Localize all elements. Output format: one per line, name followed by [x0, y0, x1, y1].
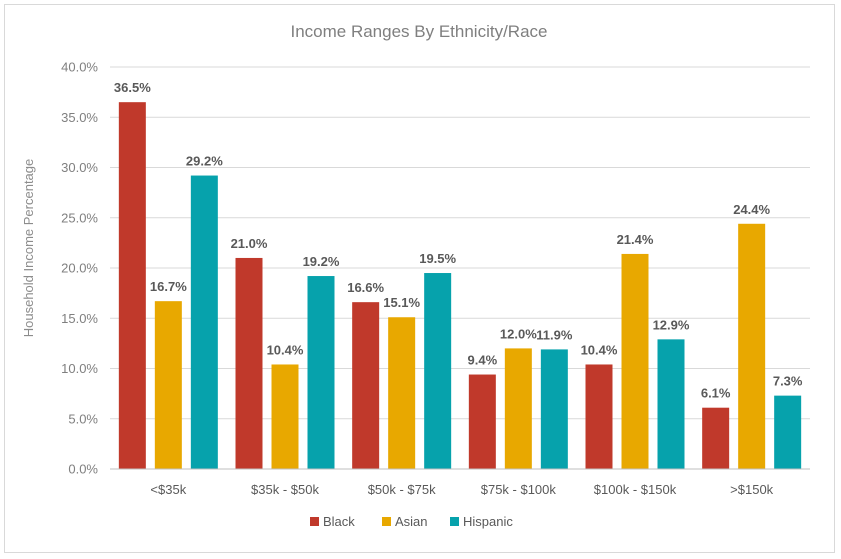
data-label: 21.0%	[231, 236, 268, 251]
data-label: 6.1%	[701, 386, 731, 401]
bar-hispanic-3	[540, 349, 568, 469]
data-label: 19.5%	[419, 251, 456, 266]
data-label: 7.3%	[773, 374, 803, 389]
bar-asian-1	[271, 364, 299, 469]
bar-asian-0	[154, 301, 182, 469]
y-tick-label: 15.0%	[61, 311, 98, 326]
data-label: 24.4%	[733, 202, 770, 217]
x-tick-label: $50k - $75k	[368, 482, 436, 497]
data-label: 12.9%	[653, 317, 690, 332]
legend: Black Asian Hispanic	[310, 514, 513, 529]
bar-asian-4	[621, 253, 649, 469]
legend-label-asian: Asian	[395, 514, 428, 529]
bar-black-3	[468, 374, 496, 469]
bar-asian-5	[738, 223, 766, 469]
bar-black-5	[702, 407, 730, 469]
y-tick-label: 10.0%	[61, 361, 98, 376]
data-label: 29.2%	[186, 154, 223, 169]
chart-title: Income Ranges By Ethnicity/Race	[290, 22, 547, 41]
data-label: 10.4%	[267, 342, 304, 357]
y-tick-label: 25.0%	[61, 210, 98, 225]
y-tick-label: 30.0%	[61, 160, 98, 175]
legend-label-hispanic: Hispanic	[463, 514, 513, 529]
bars	[118, 102, 802, 470]
y-tick-label: 0.0%	[68, 462, 98, 477]
y-axis-ticks: 0.0% 5.0% 10.0% 15.0% 20.0% 25.0% 30.0% 35.0% 40…	[61, 60, 98, 477]
bar-black-0	[118, 102, 146, 470]
legend-swatch-black	[310, 517, 319, 526]
data-label: 36.5%	[114, 80, 151, 95]
gridlines	[110, 66, 810, 420]
x-tick-label: >$150k	[730, 482, 774, 497]
bar-asian-2	[388, 317, 416, 469]
bar-black-2	[352, 302, 380, 469]
y-axis-label: Household Income Percentage	[21, 159, 36, 338]
legend-swatch-hispanic	[450, 517, 459, 526]
data-label: 21.4%	[617, 232, 654, 247]
x-tick-label: $35k - $50k	[251, 482, 319, 497]
y-tick-label: 35.0%	[61, 110, 98, 125]
bar-hispanic-5	[774, 395, 802, 469]
data-label: 9.4%	[468, 353, 498, 368]
bar-hispanic-0	[190, 175, 218, 470]
y-tick-label: 5.0%	[68, 411, 98, 426]
data-label: 15.1%	[383, 295, 420, 310]
x-tick-label: $100k - $150k	[594, 482, 677, 497]
x-axis-ticks: <$35k $35k - $50k $50k - $75k $75k - $100k $…	[150, 482, 773, 497]
x-tick-label: <$35k	[150, 482, 186, 497]
data-label: 11.9%	[536, 327, 573, 342]
bar-hispanic-2	[424, 273, 452, 469]
data-label: 10.4%	[581, 342, 618, 357]
data-label: 19.2%	[303, 254, 340, 269]
data-label: 16.7%	[150, 279, 187, 294]
bar-hispanic-1	[307, 276, 335, 469]
data-label: 16.6%	[347, 280, 384, 295]
y-tick-label: 20.0%	[61, 261, 98, 276]
bar-black-1	[235, 257, 263, 469]
legend-label-black: Black	[323, 514, 355, 529]
data-labels: 36.5% 16.7% 29.2% 21.0% 10.4% 19.2% 16.6%15.1%…	[114, 80, 803, 401]
x-tick-label: $75k - $100k	[481, 482, 557, 497]
y-tick-label: 40.0%	[61, 60, 98, 75]
legend-swatch-asian	[382, 517, 391, 526]
bar-black-4	[585, 364, 613, 469]
data-label: 12.0%	[500, 326, 537, 341]
bar-asian-3	[504, 348, 532, 469]
bar-hispanic-4	[657, 339, 685, 469]
